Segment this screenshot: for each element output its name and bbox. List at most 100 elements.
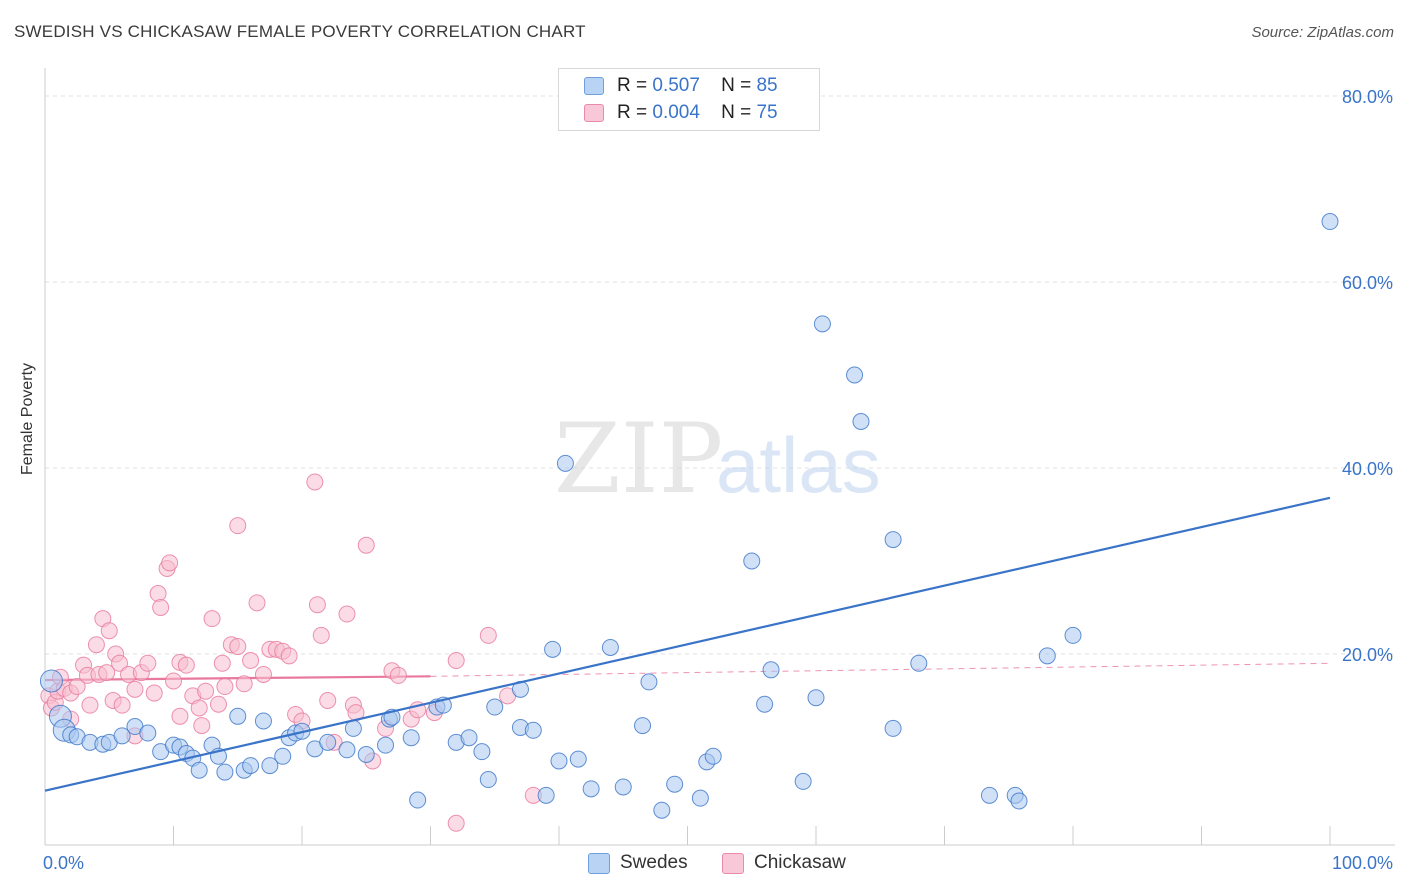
point-swedes bbox=[460, 729, 478, 747]
point-swedes bbox=[1038, 647, 1056, 665]
legend-n-value: 75 bbox=[756, 102, 778, 123]
point-swedes bbox=[1064, 626, 1082, 644]
tick-labels: 20.0% 40.0% 60.0% 80.0% 0.0% 100.0% bbox=[43, 87, 1393, 873]
point-chickasaw bbox=[190, 699, 208, 717]
point-swedes bbox=[524, 721, 542, 739]
point-chickasaw bbox=[203, 610, 221, 628]
point-swedes bbox=[550, 752, 568, 770]
points-chickasaw bbox=[40, 473, 542, 832]
chart-title: SWEDISH VS CHICKASAW FEMALE POVERTY CORR… bbox=[14, 22, 586, 41]
y-tick-label: 80.0% bbox=[1342, 87, 1393, 107]
point-swedes bbox=[813, 315, 831, 333]
point-swedes bbox=[582, 780, 600, 798]
point-swedes bbox=[274, 747, 292, 765]
point-chickasaw bbox=[447, 814, 465, 832]
point-swedes bbox=[601, 638, 619, 656]
legend-swatch-chickasaw bbox=[584, 104, 604, 122]
point-swedes bbox=[229, 707, 247, 725]
point-chickasaw bbox=[145, 684, 163, 702]
point-swedes bbox=[852, 413, 870, 430]
point-swedes bbox=[319, 733, 337, 751]
y-tick-label: 60.0% bbox=[1342, 273, 1393, 293]
point-chickasaw bbox=[242, 652, 260, 670]
point-swedes bbox=[479, 771, 497, 789]
point-chickasaw bbox=[338, 605, 356, 623]
legend-label-swedes: Swedes bbox=[620, 852, 688, 873]
legend-swatch-swedes bbox=[584, 77, 604, 95]
point-chickasaw bbox=[68, 678, 86, 696]
point-swedes bbox=[1321, 213, 1339, 231]
point-chickasaw bbox=[229, 517, 247, 535]
axes bbox=[44, 68, 1395, 846]
point-swedes bbox=[377, 736, 395, 754]
point-swedes bbox=[846, 366, 864, 384]
point-swedes bbox=[569, 750, 587, 768]
legend-n-value: 85 bbox=[756, 75, 778, 96]
point-swedes bbox=[402, 729, 420, 747]
legend-n-label: N = bbox=[721, 75, 752, 96]
point-swedes bbox=[794, 772, 812, 790]
point-chickasaw bbox=[126, 680, 144, 698]
point-chickasaw bbox=[319, 692, 337, 709]
point-swedes bbox=[338, 741, 356, 759]
points-swedes bbox=[39, 213, 1339, 819]
watermark: ZIP atlas bbox=[554, 403, 881, 515]
x-tick-label: 0.0% bbox=[43, 853, 84, 873]
point-swedes bbox=[537, 786, 555, 804]
correlation-legend: R = 0.507 N = 85 R = 0.004 N = 75 bbox=[558, 68, 820, 131]
point-swedes bbox=[884, 531, 902, 549]
y-tick-label: 40.0% bbox=[1342, 459, 1393, 479]
point-swedes bbox=[544, 640, 562, 658]
point-swedes bbox=[216, 763, 234, 781]
point-chickasaw bbox=[308, 596, 326, 614]
point-chickasaw bbox=[87, 636, 105, 654]
point-swedes bbox=[653, 801, 671, 819]
point-swedes bbox=[704, 747, 722, 765]
point-chickasaw bbox=[113, 696, 131, 714]
point-swedes bbox=[254, 712, 272, 730]
point-swedes bbox=[409, 791, 427, 809]
point-swedes bbox=[486, 698, 504, 716]
point-swedes bbox=[261, 757, 279, 775]
y-tick-label: 20.0% bbox=[1342, 645, 1393, 665]
point-swedes bbox=[242, 757, 260, 775]
point-chickasaw bbox=[447, 652, 465, 670]
point-swedes bbox=[691, 789, 709, 807]
point-chickasaw bbox=[100, 622, 118, 640]
source-credit: Source: ZipAtlas.com bbox=[1251, 24, 1394, 41]
point-swedes bbox=[807, 689, 825, 707]
legend-stats-chickasaw: R = 0.004 N = 75 bbox=[617, 102, 778, 124]
point-chickasaw bbox=[254, 665, 272, 683]
point-swedes bbox=[756, 695, 774, 713]
legend-swatch-swedes bbox=[588, 853, 610, 874]
point-chickasaw bbox=[235, 675, 253, 693]
legend-n-label: N = bbox=[721, 102, 752, 123]
point-chickasaw bbox=[193, 717, 211, 735]
point-chickasaw bbox=[149, 585, 167, 603]
y-axis-label: Female Poverty bbox=[19, 362, 36, 475]
point-swedes bbox=[634, 717, 652, 735]
watermark-atlas: atlas bbox=[716, 421, 881, 509]
x-tick-label: 100.0% bbox=[1332, 853, 1393, 873]
point-swedes bbox=[139, 724, 157, 742]
point-chickasaw bbox=[165, 672, 182, 690]
legend-r-value: 0.004 bbox=[652, 102, 700, 123]
point-swedes bbox=[884, 719, 902, 737]
point-swedes bbox=[190, 761, 208, 779]
point-chickasaw bbox=[152, 599, 170, 616]
point-swedes bbox=[743, 552, 761, 570]
point-swedes bbox=[113, 727, 131, 745]
point-chickasaw bbox=[161, 554, 179, 572]
point-chickasaw bbox=[98, 664, 116, 682]
trendline-chickasaw-extension bbox=[430, 662, 1331, 677]
point-chickasaw bbox=[111, 654, 129, 672]
point-swedes bbox=[910, 654, 928, 672]
legend-r-value: 0.507 bbox=[652, 75, 700, 96]
point-chickasaw bbox=[213, 654, 231, 672]
legend-r-label: R = bbox=[617, 75, 648, 96]
trendline-swedes bbox=[44, 496, 1331, 792]
point-chickasaw bbox=[209, 695, 227, 713]
watermark-zip: ZIP bbox=[554, 403, 723, 515]
legend-swatch-chickasaw bbox=[722, 853, 744, 874]
